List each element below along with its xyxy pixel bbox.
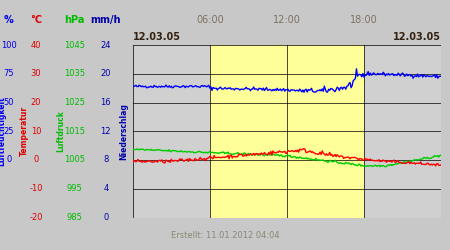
Text: 18:00: 18:00 [350,15,378,25]
Text: 100: 100 [1,40,17,50]
Text: 12:00: 12:00 [273,15,301,25]
Text: 10: 10 [31,127,41,136]
Text: 995: 995 [67,184,82,193]
Text: 0: 0 [33,156,39,164]
Text: 0: 0 [6,156,12,164]
Text: 06:00: 06:00 [196,15,224,25]
Text: 40: 40 [31,40,41,50]
Text: 75: 75 [4,69,14,78]
Text: 4: 4 [103,184,108,193]
Text: 8: 8 [103,156,108,164]
Text: 1045: 1045 [64,40,85,50]
Text: 12.03.05: 12.03.05 [133,32,181,42]
Text: 0: 0 [103,213,108,222]
Text: mm/h: mm/h [90,15,121,25]
Text: hPa: hPa [64,15,85,25]
Text: °C: °C [30,15,42,25]
Text: Niederschlag: Niederschlag [119,103,128,160]
Text: 20: 20 [31,98,41,107]
Text: -10: -10 [29,184,43,193]
Text: 16: 16 [100,98,111,107]
Text: Temperatur: Temperatur [20,106,29,156]
Text: 985: 985 [66,213,82,222]
Text: 50: 50 [4,98,14,107]
Text: -20: -20 [29,213,43,222]
Text: Luftdruck: Luftdruck [56,110,65,152]
Text: Luftfeuchtigkeit: Luftfeuchtigkeit [0,96,7,166]
Text: 1005: 1005 [64,156,85,164]
Text: 12.03.05: 12.03.05 [393,32,441,42]
Text: 1015: 1015 [64,127,85,136]
Text: 30: 30 [31,69,41,78]
Text: Erstellt: 11.01.2012 04:04: Erstellt: 11.01.2012 04:04 [171,231,279,240]
Text: 25: 25 [4,127,14,136]
Text: %: % [4,15,14,25]
Text: 1035: 1035 [64,69,85,78]
Text: 12: 12 [100,127,111,136]
Text: 1025: 1025 [64,98,85,107]
Bar [210,45,364,218]
Text: 20: 20 [100,69,111,78]
Text: 24: 24 [100,40,111,50]
